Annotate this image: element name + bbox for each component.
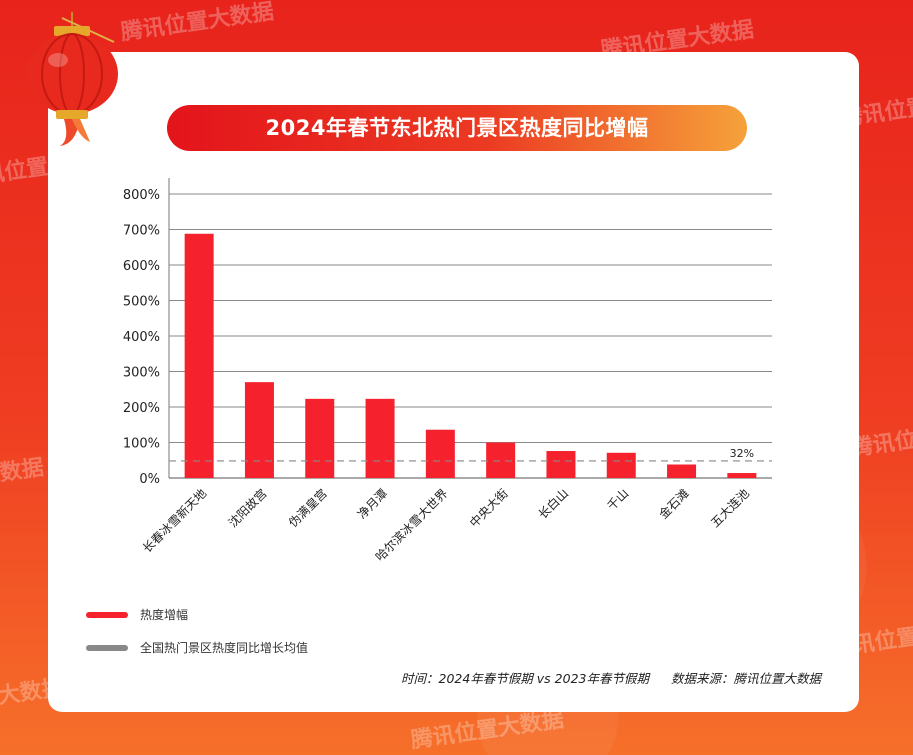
bar	[486, 442, 516, 478]
bar	[184, 233, 214, 478]
y-tick-label: 100%	[123, 437, 160, 452]
legend-item-average: 全国热门景区热度同比增长均值	[86, 639, 308, 656]
footnote-source: 数据来源：腾讯位置大数据	[670, 671, 821, 686]
footnote: 时间：2024年春节假期 vs 2023年春节假期 数据来源：腾讯位置大数据	[401, 668, 821, 687]
bar	[305, 398, 335, 478]
y-tick-label: 300%	[123, 366, 160, 381]
x-tick-label: 五大连池	[707, 486, 752, 531]
footnote-time: 时间：2024年春节假期 vs 2023年春节假期	[401, 671, 649, 686]
legend-label-average: 全国热门景区热度同比增长均值	[140, 641, 309, 655]
legend-item-heat: 热度增幅	[86, 606, 188, 623]
bar	[365, 398, 395, 478]
bar	[606, 452, 636, 478]
annotation-label: 32%	[730, 447, 754, 460]
chart-card	[48, 52, 859, 712]
y-tick-label: 400%	[123, 330, 160, 345]
bar	[244, 382, 274, 478]
x-tick-label: 沈阳故宫	[225, 486, 270, 531]
bar	[667, 464, 697, 478]
legend-label-heat: 热度增幅	[140, 608, 189, 622]
lantern-icon	[26, 12, 118, 146]
chart-title: 2024年春节东北热门景区热度同比增幅	[167, 105, 747, 151]
x-tick-label: 伪满皇宫	[285, 486, 330, 531]
y-tick-label: 200%	[123, 401, 160, 416]
legend-swatch-heat	[86, 611, 128, 618]
x-tick-label: 净月潭	[355, 486, 390, 521]
x-tick-label: 金石滩	[656, 486, 692, 522]
x-tick-label: 中央大街	[466, 486, 511, 531]
bar	[425, 429, 455, 478]
x-tick-label: 千山	[604, 486, 631, 513]
x-tick-label: 长白山	[535, 486, 571, 522]
y-tick-label: 600%	[123, 259, 160, 274]
bar	[727, 473, 757, 478]
x-tick-label: 长春冰雪新天地	[139, 486, 209, 556]
legend-swatch-average	[86, 644, 128, 651]
y-tick-label: 500%	[123, 295, 160, 310]
y-tick-label: 700%	[123, 224, 160, 239]
y-tick-label: 800%	[123, 188, 160, 203]
y-tick-label: 0%	[139, 472, 160, 487]
bar	[546, 451, 576, 478]
